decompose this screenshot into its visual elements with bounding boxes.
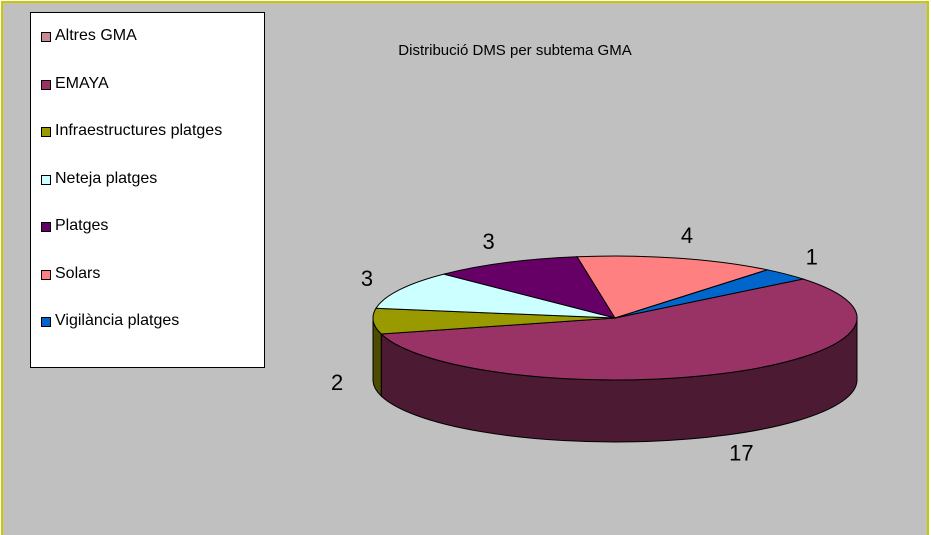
legend-swatch <box>41 127 51 137</box>
legend-label: Neteja platges <box>55 169 158 187</box>
slice <box>576 255 770 319</box>
legend-label: Solars <box>55 264 101 282</box>
legend-swatch <box>41 79 51 90</box>
legend-label: Platges <box>55 217 109 234</box>
legend-entry: Altres GMA <box>41 27 255 45</box>
legend-label: Vigilància platges <box>55 312 180 329</box>
data-label: 17 <box>729 440 753 465</box>
legend-entry: Solars <box>41 264 255 283</box>
data-label: 2 <box>331 370 343 395</box>
slice <box>614 269 806 319</box>
data-label: 3 <box>361 266 373 291</box>
chart-title: Distribució DMS per subtema GMA <box>398 42 631 59</box>
legend-swatch <box>41 174 51 185</box>
legend-label: EMAYA <box>55 74 109 92</box>
slice <box>375 273 616 319</box>
legend-entry: EMAYA <box>41 74 255 93</box>
legend-label: Infraestructures platges <box>55 122 223 139</box>
data-label: 1 <box>806 245 818 270</box>
legend-swatch <box>41 222 51 232</box>
legend: Altres GMA EMAYA Infraestructures platges N… <box>30 12 265 368</box>
legend-entry: Neteja platges <box>41 169 255 188</box>
slice <box>380 278 858 381</box>
data-label: 3 <box>483 229 495 254</box>
legend-entry: Infraestructures platges <box>41 122 255 140</box>
legend-swatch <box>41 317 51 327</box>
slice <box>443 256 617 319</box>
data-label: 4 <box>681 223 693 248</box>
legend-swatch <box>41 32 51 42</box>
legend-entry: Platges <box>41 217 255 235</box>
legend-swatch <box>41 269 51 280</box>
legend-label: Altres GMA <box>55 27 137 44</box>
legend-entry: Vigilància platges <box>41 312 255 330</box>
